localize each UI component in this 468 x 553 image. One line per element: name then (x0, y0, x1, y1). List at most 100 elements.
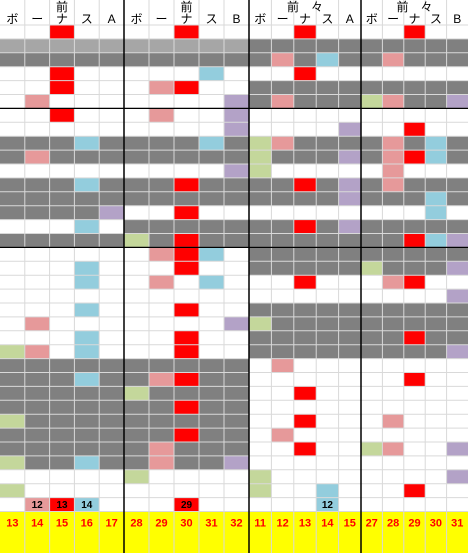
column-header: ナ (408, 12, 420, 26)
cell-pink (271, 52, 294, 67)
gray-band (361, 191, 468, 206)
column-header: ナ (56, 12, 68, 26)
cell-purple (99, 205, 124, 220)
cell-purple (338, 122, 361, 137)
cell-blue (425, 150, 447, 164)
column-header: ス (81, 12, 93, 26)
gray-band (0, 414, 124, 429)
gray-band (361, 247, 468, 262)
gray-band (361, 52, 468, 67)
cell-red (49, 25, 75, 39)
cell-blue (74, 261, 100, 276)
footer-number: 13 (6, 518, 18, 530)
cell-blue (74, 455, 100, 470)
gray-band (249, 344, 361, 359)
footer-number: 14 (31, 518, 44, 530)
footer-number: 14 (321, 518, 334, 530)
cell-red (174, 233, 199, 248)
cell-pink (382, 442, 404, 456)
footer-number: 11 (254, 518, 266, 530)
column-header: ー (277, 12, 289, 26)
column-header: ス (205, 12, 217, 26)
cell-red (403, 372, 426, 387)
cell-green (249, 469, 272, 484)
gray-band (0, 442, 124, 456)
cell-red (174, 372, 199, 387)
gray-band (249, 150, 361, 164)
cell-blue (74, 177, 100, 192)
gray-band (0, 386, 124, 401)
cell-purple (224, 316, 249, 331)
gray-band (124, 136, 249, 151)
cell-blue (425, 233, 447, 248)
cell-green (249, 316, 272, 331)
cell-red (174, 261, 199, 276)
panel-title: 前 (56, 0, 68, 14)
gray-band (361, 303, 468, 317)
gray-band (249, 38, 361, 53)
cell-green (249, 164, 272, 178)
cell-red (174, 247, 199, 262)
cell-green (361, 442, 383, 456)
cell-blue (74, 136, 100, 151)
column-header: ー (387, 12, 399, 26)
cell-green (124, 386, 149, 401)
footer-number: 17 (105, 518, 117, 530)
gray-band (0, 372, 124, 387)
cell-pink (24, 344, 50, 359)
footer-number: 30 (430, 518, 442, 530)
cell-purple (224, 94, 249, 109)
cell-blue (74, 344, 100, 359)
gray-band (361, 316, 468, 331)
gray-band (361, 80, 468, 95)
cell-red (174, 344, 199, 359)
gray-band (124, 52, 249, 67)
footer-number: 31 (205, 518, 217, 530)
gray-band (249, 330, 361, 345)
footer-number: 15 (344, 518, 356, 530)
cell-pink (382, 94, 404, 109)
cell-purple (224, 122, 249, 137)
cell-blue (74, 497, 100, 512)
footer-number: 32 (230, 518, 242, 530)
cell-pink (24, 316, 50, 331)
column-header: ス (321, 12, 333, 26)
cell-blue (425, 136, 447, 151)
cell-purple (338, 191, 361, 206)
cell-red (403, 150, 426, 164)
cell-pink (24, 94, 50, 109)
footer-number: 28 (130, 518, 142, 530)
gray-band (0, 38, 124, 53)
cell-red (49, 80, 75, 95)
cell-blue (316, 52, 339, 67)
cell-pink (149, 455, 174, 470)
footer-band (249, 511, 361, 553)
gray-band (361, 38, 468, 53)
gray-band (0, 428, 124, 442)
cell-green (249, 150, 272, 164)
cell-blue (316, 483, 339, 498)
cell-red (293, 386, 317, 401)
cell-red (174, 330, 199, 345)
gray-band (0, 177, 124, 192)
cell-blue (74, 275, 100, 290)
cell-number: 29 (181, 500, 193, 511)
cell-fill-layer (0, 25, 468, 553)
cell-red (403, 25, 426, 39)
cell-blue (425, 191, 447, 206)
cell-pink (149, 80, 174, 95)
cell-number: 12 (32, 500, 44, 511)
gray-band (0, 150, 124, 164)
gray-band (0, 136, 124, 151)
gray-band (0, 358, 124, 373)
cell-blue (74, 219, 100, 234)
cell-number: 12 (322, 500, 334, 511)
cell-green (124, 469, 149, 484)
cell-purple (224, 455, 249, 470)
cell-red (403, 483, 426, 498)
gray-band (124, 386, 249, 401)
cell-pink (382, 136, 404, 151)
cell-pink (271, 94, 294, 109)
cell-pink (149, 442, 174, 456)
gray-band (361, 219, 468, 234)
